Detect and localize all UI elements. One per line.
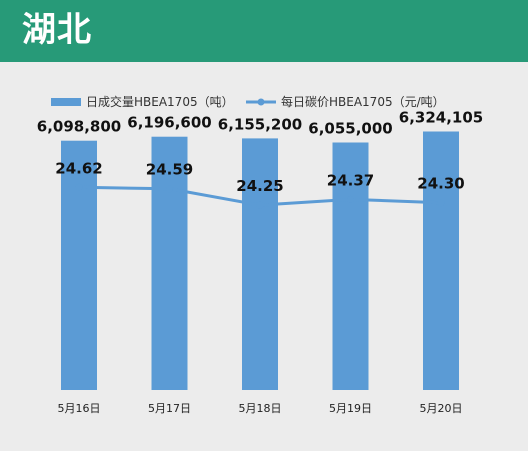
region-title: 湖北 [22, 10, 92, 50]
legend-bar-swatch [51, 98, 81, 106]
line-value-label-2: 24.25 [236, 177, 283, 195]
bar-0 [61, 140, 97, 390]
line-value-label-4: 24.30 [417, 175, 464, 193]
legend-line-label: 每日碳价HBEA1705（元/吨） [281, 94, 445, 109]
legend-bar-label: 日成交量HBEA1705（吨） [86, 94, 234, 109]
price-point-3 [347, 195, 354, 203]
x-tick-label-2: 5月18日 [239, 402, 282, 415]
price-point-4 [437, 199, 445, 207]
price-point-0 [75, 183, 83, 191]
price-point-1 [166, 185, 173, 193]
bar-2 [242, 138, 278, 390]
bar-3 [332, 142, 369, 390]
chart-area: 日成交量HBEA1705（吨） 每日碳价HBEA1705（元/吨） 6,098,… [0, 62, 528, 451]
combo-chart: 日成交量HBEA1705（吨） 每日碳价HBEA1705（元/吨） 6,098,… [37, 94, 483, 415]
line-value-label-3: 24.37 [327, 171, 374, 189]
line-value-label-0: 24.62 [55, 159, 102, 177]
bar-value-label-3: 6,055,000 [308, 119, 392, 137]
x-tick-label-1: 5月17日 [148, 402, 191, 415]
legend-line-marker [257, 98, 265, 106]
chart-legend: 日成交量HBEA1705（吨） 每日碳价HBEA1705（元/吨） [51, 94, 445, 109]
header-banner: 湖北 [0, 0, 528, 62]
bar-value-label-2: 6,155,200 [218, 115, 302, 133]
bar-1 [151, 136, 188, 390]
bar-value-label-4: 6,324,105 [399, 108, 483, 126]
x-tick-label-0: 5月16日 [58, 402, 101, 415]
bar-value-label-0: 6,098,800 [37, 118, 121, 136]
x-tick-label-3: 5月19日 [329, 402, 372, 415]
bar-4 [423, 131, 459, 390]
line-value-label-1: 24.59 [146, 161, 193, 179]
price-point-2 [256, 201, 264, 209]
x-tick-label-4: 5月20日 [420, 402, 463, 415]
bar-value-label-1: 6,196,600 [127, 114, 211, 132]
